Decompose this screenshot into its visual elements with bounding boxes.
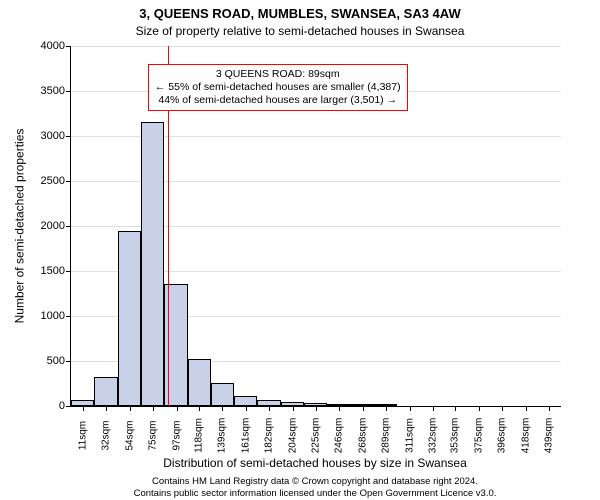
- y-tick: [66, 181, 71, 182]
- x-tick-label: 268sqm: [357, 418, 368, 454]
- x-tick-label: 225sqm: [311, 418, 322, 454]
- histogram-bar: [188, 359, 211, 406]
- x-tick-label: 418sqm: [521, 418, 532, 454]
- x-tick-label: 246sqm: [333, 418, 344, 454]
- x-tick: [106, 406, 107, 411]
- y-tick: [66, 46, 71, 47]
- y-tick: [66, 271, 71, 272]
- x-tick: [199, 406, 200, 411]
- x-tick: [339, 406, 340, 411]
- x-tick-label: 97sqm: [171, 420, 182, 450]
- y-tick: [66, 136, 71, 137]
- histogram-bar: [234, 396, 257, 406]
- x-tick-label: 54sqm: [124, 420, 135, 450]
- x-tick-label: 161sqm: [241, 418, 252, 454]
- x-tick-label: 75sqm: [147, 420, 158, 450]
- footer-line-2: Contains public sector information licen…: [70, 488, 560, 499]
- x-tick-label: 396sqm: [497, 418, 508, 454]
- y-tick: [66, 226, 71, 227]
- x-tick-label: 11sqm: [77, 421, 88, 450]
- y-tick: [66, 91, 71, 92]
- y-tick-label: 2500: [41, 175, 65, 187]
- x-axis-title: Distribution of semi-detached houses by …: [70, 456, 560, 470]
- x-tick: [502, 406, 503, 411]
- x-tick-label: 118sqm: [194, 418, 205, 453]
- x-tick-label: 32sqm: [100, 420, 111, 450]
- y-tick-label: 4000: [41, 40, 65, 52]
- chart-address-title: 3, QUEENS ROAD, MUMBLES, SWANSEA, SA3 4A…: [0, 6, 600, 21]
- x-tick-label: 204sqm: [288, 418, 299, 454]
- x-tick-label: 311sqm: [404, 418, 415, 453]
- x-tick-label: 182sqm: [264, 418, 275, 454]
- chart-plot-area: 050010001500200025003000350040003 QUEENS…: [70, 46, 561, 407]
- x-tick: [526, 406, 527, 411]
- y-tick-label: 1000: [41, 310, 65, 322]
- chart-subtitle: Size of property relative to semi-detach…: [0, 24, 600, 38]
- histogram-bar: [94, 377, 117, 406]
- histogram-bar: [118, 231, 141, 407]
- x-tick: [83, 406, 84, 411]
- x-tick-label: 139sqm: [217, 418, 228, 454]
- annotation-line: 44% of semi-detached houses are larger (…: [155, 94, 401, 107]
- y-tick-label: 2000: [41, 220, 65, 232]
- annotation-line: ← 55% of semi-detached houses are smalle…: [155, 81, 401, 94]
- y-axis-title-text: Number of semi-detached properties: [12, 129, 26, 324]
- x-tick: [433, 406, 434, 411]
- y-axis-title: Number of semi-detached properties: [12, 46, 26, 406]
- histogram-bar: [211, 383, 234, 406]
- x-tick: [316, 406, 317, 411]
- x-tick: [177, 406, 178, 411]
- y-tick-label: 1500: [41, 265, 65, 277]
- y-tick: [66, 361, 71, 362]
- x-tick-label: 332sqm: [427, 418, 438, 454]
- x-tick-label: 289sqm: [380, 418, 391, 454]
- x-tick: [479, 406, 480, 411]
- x-tick: [363, 406, 364, 411]
- y-tick-label: 3500: [41, 85, 65, 97]
- histogram-bar: [141, 122, 164, 406]
- x-tick: [410, 406, 411, 411]
- x-tick: [130, 406, 131, 411]
- x-tick: [455, 406, 456, 411]
- x-tick-label: 375sqm: [474, 418, 485, 454]
- x-tick: [153, 406, 154, 411]
- y-gridline: [71, 46, 561, 47]
- y-tick: [66, 316, 71, 317]
- x-tick: [386, 406, 387, 411]
- x-tick: [222, 406, 223, 411]
- x-tick: [549, 406, 550, 411]
- y-tick-label: 500: [47, 355, 65, 367]
- annotation-line: 3 QUEENS ROAD: 89sqm: [155, 68, 401, 81]
- y-tick-label: 0: [59, 400, 65, 412]
- y-tick: [66, 406, 71, 407]
- x-tick: [269, 406, 270, 411]
- x-tick: [293, 406, 294, 411]
- footer-line-1: Contains HM Land Registry data © Crown c…: [70, 476, 560, 487]
- x-tick-label: 353sqm: [450, 418, 461, 454]
- x-tick: [246, 406, 247, 411]
- x-tick-label: 439sqm: [544, 418, 555, 454]
- annotation-box: 3 QUEENS ROAD: 89sqm← 55% of semi-detach…: [148, 64, 408, 111]
- y-tick-label: 3000: [41, 130, 65, 142]
